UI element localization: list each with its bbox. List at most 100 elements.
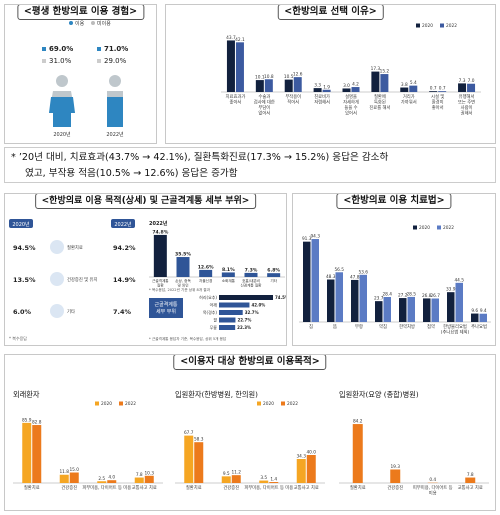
bar-2022-7 bbox=[479, 313, 487, 322]
year-right-badge bbox=[111, 219, 135, 228]
subchart-title-0: 외래환자 bbox=[13, 390, 40, 399]
data-label-2022-2: 12.6 bbox=[293, 72, 303, 78]
unused-swatch-2022 bbox=[97, 59, 101, 63]
purpose-bar-0 bbox=[153, 234, 167, 277]
legend-label-2020: 2020 bbox=[263, 401, 274, 407]
category-label-5: 첩약 bbox=[427, 323, 435, 330]
data-label-2022-0: 94.3 bbox=[310, 234, 320, 240]
purpose-label-2: 기타 bbox=[67, 308, 75, 315]
category-label-2: 적어서 bbox=[287, 99, 299, 106]
panel-treatment: <한방의료 이용 치료법> 2020 2022 91.3 94.3 침 48.3 56.5 뜸… bbox=[292, 193, 496, 346]
purpose-category-0: 근골격계통 bbox=[152, 278, 169, 283]
data-label-2022-3: 7.8 bbox=[467, 472, 474, 478]
data-label-2022-3: 40.0 bbox=[306, 450, 316, 456]
data-label-2020-2: 10.5 bbox=[284, 74, 294, 80]
bar-2022-0 bbox=[352, 424, 363, 483]
sub-bar-2 bbox=[219, 310, 243, 315]
data-label-2022-1: 15.0 bbox=[69, 467, 79, 473]
purpose-label-0: 질환치료 bbox=[67, 244, 83, 251]
legend-swatch-2020 bbox=[413, 225, 417, 230]
note-box: * ’20년 대비, 치료효과(43.7% → 42.1%), 질환특화진료(1… bbox=[4, 147, 496, 183]
panel-selection-reason: <한방의료 선택 이유> 2020 2022 43.7 42.1 치료효과가 좋아서 10.… bbox=[165, 4, 496, 144]
category-label-0: 질환치료 bbox=[24, 484, 40, 491]
data-label-2022-3: 1.9 bbox=[323, 84, 330, 90]
data-label-2022-1: 19.3 bbox=[390, 464, 400, 470]
purpose-bar-value-0: 74.8% bbox=[152, 229, 168, 235]
bar-2020-6 bbox=[447, 292, 455, 322]
category-label-7: 환경이 bbox=[432, 99, 444, 106]
purpose-label-1: 건강증진 및 유지 bbox=[67, 276, 97, 283]
bar-2022-4 bbox=[407, 296, 415, 322]
sub-label-text: 근골격계통 bbox=[154, 301, 177, 308]
category-label-1: 검사에 대한 bbox=[254, 99, 275, 106]
category-label-2: 미용 bbox=[429, 490, 437, 497]
bar-2022-4 bbox=[351, 87, 360, 92]
bar-2022-1 bbox=[69, 472, 79, 483]
bar-2020-3 bbox=[375, 301, 383, 322]
year-2020-label: 2020년 bbox=[53, 131, 71, 138]
legend-swatch-2022 bbox=[281, 401, 285, 406]
legend-swatch-2022 bbox=[437, 225, 441, 230]
bar-2020-3 bbox=[296, 458, 306, 483]
sub-bar-value-0: 74.5% bbox=[275, 295, 287, 300]
sub-bar-value-3: 22.7% bbox=[237, 318, 251, 323]
data-label-2022-0: 42.1 bbox=[235, 37, 245, 43]
purpose-right-value-2: 7.4% bbox=[113, 308, 132, 316]
purpose-left-value-2: 6.0% bbox=[13, 308, 32, 316]
purpose-category-1: 및 외인 bbox=[177, 283, 188, 288]
legend-swatch-2022 bbox=[119, 401, 123, 406]
used-swatch-2020 bbox=[42, 47, 46, 51]
bar-2020-6 bbox=[400, 87, 409, 92]
sub-bar-4 bbox=[219, 325, 236, 330]
bar-2020-7 bbox=[429, 91, 438, 92]
source-note: * 복수응답 bbox=[9, 335, 27, 341]
bar-2022-0 bbox=[235, 42, 244, 92]
category-label-1: 부담이 bbox=[258, 104, 270, 111]
data-label-2020-0: 85.9 bbox=[22, 417, 32, 423]
data-label-2020-8: 7.3 bbox=[459, 78, 466, 84]
legend-used-label: 이용 bbox=[75, 20, 85, 27]
sub-label-box bbox=[149, 298, 183, 318]
data-label-2022-4: 4.2 bbox=[352, 82, 359, 88]
data-label-2020-2: 3.5 bbox=[260, 475, 267, 481]
bar-2020-2 bbox=[284, 79, 293, 92]
bar-2020-0 bbox=[22, 422, 32, 483]
sub-bar-value-1: 42.0% bbox=[251, 303, 265, 308]
data-label-2020-4: 3.0 bbox=[343, 83, 350, 89]
data-label-2020-5: 26.8 bbox=[422, 293, 432, 299]
chart-year-label: 2022년 bbox=[149, 220, 168, 227]
bar-2022-6 bbox=[455, 282, 463, 322]
bar-2022-1 bbox=[390, 469, 401, 483]
data-label-2022-6: 44.5 bbox=[454, 277, 464, 283]
panel1-title: <평생 한방의료 이용 경험> bbox=[16, 5, 145, 20]
bar-2020-1 bbox=[327, 279, 335, 322]
value-used-2022: 71.0% bbox=[104, 45, 128, 53]
legend-swatch-2022 bbox=[440, 23, 444, 28]
note-line-1: * ’20년 대비, 치료효과(43.7% → 42.1%), 질환특화진료(1… bbox=[11, 152, 389, 163]
category-label-0: 질환치료 bbox=[186, 484, 202, 491]
bar-2020-3 bbox=[313, 88, 322, 92]
medical-icon bbox=[50, 240, 64, 254]
legend-swatch-2020 bbox=[416, 23, 420, 28]
sub-bar-value-4: 22.3% bbox=[237, 325, 251, 330]
data-label-2020-5: 17.3 bbox=[371, 66, 381, 72]
purpose-bar-value-2: 12.6% bbox=[198, 264, 214, 270]
bar-2022-3 bbox=[465, 477, 476, 483]
legend-label-2022: 2022 bbox=[443, 225, 454, 231]
note-line-2: 였고, 부작용 적음(10.5% → 12.6%) 응답은 증가함 bbox=[25, 168, 238, 179]
sub-chart-note: * 근골격계통 응답자 기준, 복수응답, 상위 5개 응답 bbox=[149, 336, 227, 341]
category-label-2: 피부미용, 다이어트 등 bbox=[413, 484, 453, 491]
bar-2020-0 bbox=[184, 435, 194, 483]
panel-lifetime-use: <평생 한방의료 이용 경험> 이용 미이용 69.0% 31.0% 71.0%… bbox=[4, 4, 157, 144]
category-label-6: 거리가 bbox=[403, 93, 415, 100]
unused-swatch-2020 bbox=[42, 59, 46, 63]
data-label-2022-7: 0.7 bbox=[439, 86, 446, 92]
category-label-0: 질환치료 bbox=[350, 484, 366, 491]
category-label-2: 부작용이 bbox=[285, 93, 301, 100]
data-label-2020-0: 91.3 bbox=[302, 236, 312, 242]
subchart-title-2: 입원환자(요양 (종합)병원) bbox=[339, 390, 419, 399]
purpose-category-0: 질환 bbox=[157, 283, 164, 288]
bar-2022-2 bbox=[359, 274, 367, 322]
bar-2020-2 bbox=[351, 279, 359, 322]
